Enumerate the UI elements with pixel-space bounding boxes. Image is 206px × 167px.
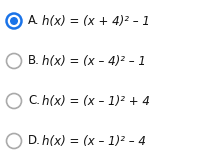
Circle shape: [6, 53, 21, 68]
Circle shape: [6, 133, 21, 148]
Text: D.: D.: [28, 134, 41, 147]
Circle shape: [10, 17, 18, 25]
Text: A.: A.: [28, 15, 39, 28]
Text: h(x) = (x – 4)² – 1: h(x) = (x – 4)² – 1: [42, 54, 145, 67]
Text: h(x) = (x – 1)² – 4: h(x) = (x – 1)² – 4: [42, 134, 145, 147]
Text: h(x) = (x + 4)² – 1: h(x) = (x + 4)² – 1: [42, 15, 149, 28]
Text: h(x) = (x – 1)² + 4: h(x) = (x – 1)² + 4: [42, 95, 149, 108]
Text: C.: C.: [28, 95, 40, 108]
Text: B.: B.: [28, 54, 40, 67]
Circle shape: [6, 94, 21, 109]
